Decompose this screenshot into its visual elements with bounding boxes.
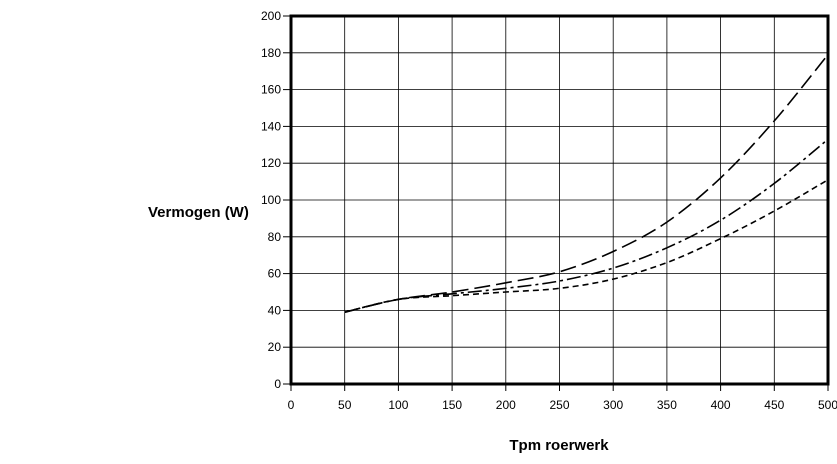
y-axis-title: Vermogen (W) — [148, 204, 249, 221]
y-tick-label: 80 — [268, 230, 282, 244]
x-tick-label: 150 — [442, 398, 462, 412]
series-line-short-dash — [344, 179, 829, 313]
x-tick-label: 500 — [818, 398, 837, 412]
y-tick-label: 20 — [268, 340, 282, 354]
y-tick-label: 100 — [261, 193, 281, 207]
x-tick-label: 250 — [549, 398, 569, 412]
x-tick-label: 300 — [603, 398, 623, 412]
x-tick-label: 200 — [496, 398, 516, 412]
y-tick-label: 160 — [261, 83, 281, 97]
series-lines — [344, 54, 829, 313]
x-tick-label: 350 — [657, 398, 677, 412]
x-tick-label: 0 — [288, 398, 295, 412]
x-tick-label: 450 — [764, 398, 784, 412]
x-tick-label: 100 — [388, 398, 408, 412]
y-tick-label: 140 — [261, 119, 281, 133]
axis-ticks: 0 50 100 150 200 250 300 350 400 450 500 0 20 40 60 80 1… — [261, 9, 837, 412]
y-tick-label: 120 — [261, 156, 281, 170]
x-axis-title: Tpm roerwerk — [509, 437, 609, 454]
x-tick-label: 50 — [338, 398, 352, 412]
y-tick-label: 180 — [261, 46, 281, 60]
y-tick-label: 200 — [261, 9, 281, 23]
grid-lines — [290, 15, 829, 385]
series-line-dash-dot — [344, 138, 829, 313]
x-tick-label: 400 — [711, 398, 731, 412]
y-tick-label: 40 — [268, 303, 282, 317]
y-tick-label: 0 — [274, 377, 281, 391]
y-tick-label: 60 — [268, 267, 282, 281]
